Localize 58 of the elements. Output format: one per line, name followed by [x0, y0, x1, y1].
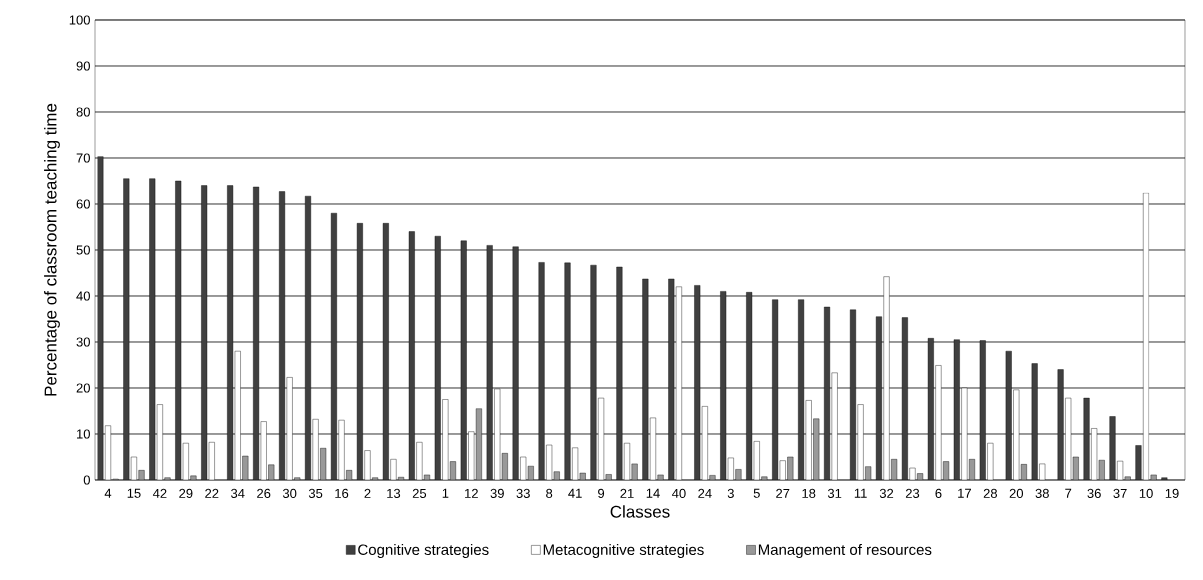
x-tick-label: 31	[827, 488, 842, 498]
y-tick-label: 80	[76, 107, 90, 117]
x-tick-label: 16	[335, 488, 349, 498]
x-tick-label: 8	[546, 488, 553, 498]
x-tick-label: 28	[983, 488, 998, 498]
x-tick-label: 40	[671, 488, 686, 498]
x-tick-label: 14	[646, 488, 660, 498]
y-tick-label: 20	[76, 383, 90, 393]
y-tick-label: 90	[76, 61, 90, 71]
x-tick-label: 18	[802, 488, 816, 498]
x-tick-label: 2	[364, 488, 371, 498]
x-tick-label: 3	[727, 488, 734, 498]
x-tick-label: 9	[598, 488, 605, 498]
x-tick-label: 4	[104, 488, 112, 498]
x-tick-label: 12	[465, 488, 478, 498]
x-tick-label: 39	[490, 488, 504, 498]
x-tick-label: 26	[257, 488, 271, 498]
x-tick-label: 1	[442, 488, 449, 498]
x-tick-label: 27	[776, 488, 790, 498]
x-tick-label: 15	[127, 488, 141, 498]
x-tick-label: 10	[1139, 488, 1153, 498]
y-tick-label: 30	[76, 337, 90, 347]
legend-label: Metacognitive strategies	[543, 543, 704, 558]
x-tick-label: 17	[958, 488, 971, 498]
x-tick-label: 33	[516, 488, 530, 498]
x-tick-label: 6	[935, 488, 942, 498]
y-tick-label: 70	[76, 153, 90, 163]
x-tick-label: 32	[879, 488, 894, 498]
legend-label: Cognitive strategies	[358, 543, 489, 558]
x-tick-label: 22	[205, 488, 219, 498]
x-tick-label: 20	[1009, 488, 1024, 498]
x-tick-label: 30	[282, 488, 297, 498]
x-tick-label: 38	[1035, 488, 1049, 498]
x-tick-label: 34	[231, 488, 245, 498]
x-tick-label: 37	[1113, 488, 1127, 498]
x-tick-label: 5	[753, 488, 760, 498]
y-tick-label: 100	[69, 15, 90, 25]
x-tick-label: 24	[698, 488, 712, 498]
x-tick-label: 7	[1065, 488, 1072, 498]
y-tick-label: 0	[83, 475, 90, 485]
x-tick-label: 36	[1087, 488, 1101, 498]
y-tick-label: 10	[77, 429, 90, 439]
x-tick-label: 41	[568, 488, 582, 498]
y-axis-title: Percentage of classroom teaching time	[44, 103, 60, 396]
x-tick-label: 21	[620, 488, 634, 498]
x-tick-label: 35	[308, 488, 323, 498]
x-tick-label: 29	[179, 488, 193, 498]
x-axis-title: Classes	[610, 505, 670, 518]
x-tick-label: 23	[905, 488, 920, 498]
x-tick-label: 13	[387, 488, 401, 498]
x-tick-label: 19	[1165, 488, 1179, 498]
y-tick-label: 60	[76, 199, 90, 209]
y-tick-label: 40	[76, 291, 90, 301]
y-tick-label: 50	[76, 245, 90, 255]
x-tick-label: 25	[412, 488, 427, 498]
legend-label: Management of resources	[758, 544, 932, 558]
x-tick-label: 11	[854, 488, 867, 498]
x-tick-label: 42	[152, 488, 167, 498]
